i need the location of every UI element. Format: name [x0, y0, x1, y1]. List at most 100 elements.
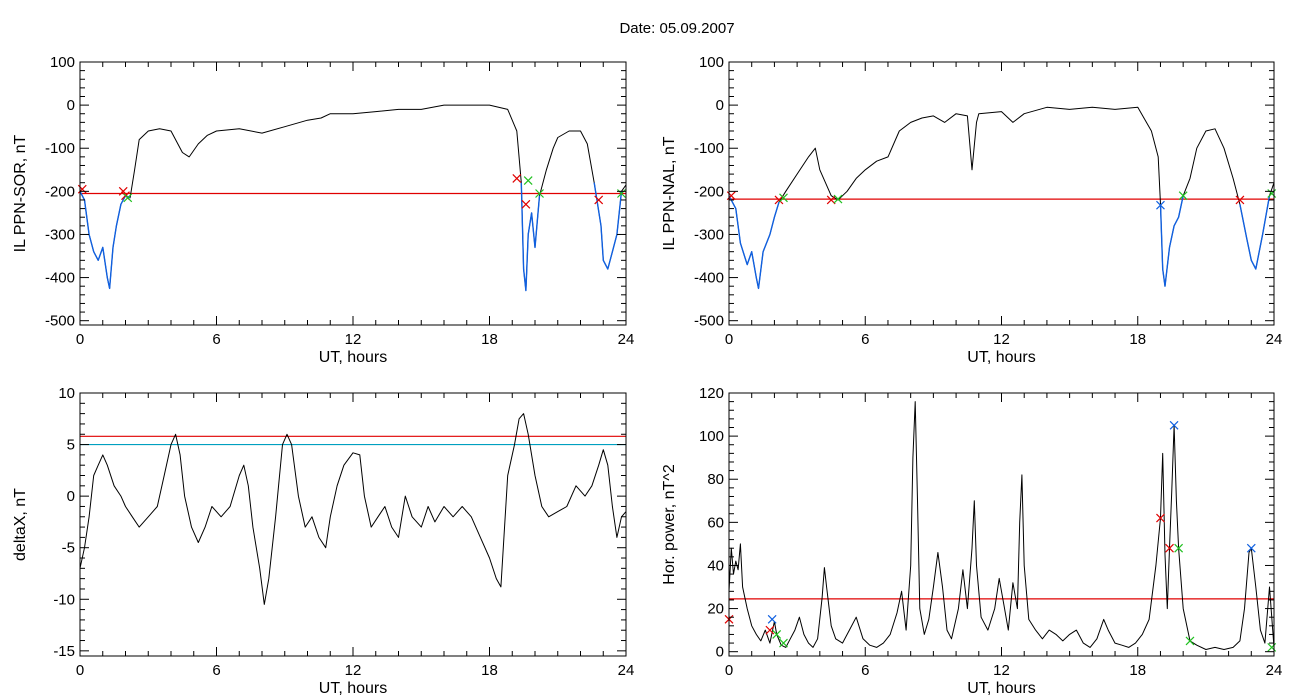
x-tick-label: 12: [993, 662, 1010, 679]
event-marker: [767, 614, 777, 624]
event-marker: [833, 194, 843, 204]
series-line-1: [729, 401, 1274, 650]
x-tick-label: 12: [345, 662, 362, 679]
x-axis-label: UT, hours: [967, 680, 1035, 697]
event-marker: [774, 195, 784, 205]
event-marker: [1246, 543, 1256, 553]
event-marker: [617, 189, 626, 198]
series-line-3: [520, 182, 541, 292]
event-marker: [1267, 642, 1277, 652]
y-tick-label: -5: [62, 540, 75, 557]
x-tick-label: 0: [725, 331, 733, 348]
x-tick-label: 12: [345, 331, 362, 348]
series-line-4: [593, 182, 623, 270]
y-tick-label: 60: [707, 514, 724, 531]
x-axis-label: UT, hours: [967, 349, 1035, 366]
y-axis-label: deltaX, nT: [12, 488, 29, 561]
x-tick-label: 0: [76, 662, 84, 679]
y-tick-label: 120: [699, 385, 724, 402]
series-line-2: [729, 195, 780, 290]
series-line-1: [80, 413, 626, 605]
x-tick-label: 6: [212, 331, 220, 348]
y-tick-label: 0: [67, 97, 75, 114]
chart-panel-deltax: 0 6 12 18 24 -15 -10 -5 0 5 10 UT, hours deltaX, nT: [12, 385, 634, 697]
event-marker: [772, 630, 782, 639]
event-marker: [1156, 200, 1165, 210]
event-marker: [1178, 191, 1188, 201]
x-tick-label: 12: [993, 331, 1010, 348]
y-tick-label: 10: [58, 385, 75, 402]
event-marker: [1185, 636, 1195, 646]
event-marker: [765, 625, 775, 635]
y-tick-label: 100: [699, 428, 724, 445]
y-tick-label: 20: [707, 601, 724, 618]
y-tick-label: 100: [699, 54, 724, 71]
event-marker: [77, 184, 87, 194]
chart-panel-hor-power: 0 6 12 18 24 0 20 40 60 80 100 120 UT, hours Hor. pow…: [661, 385, 1282, 697]
x-tick-label: 18: [481, 662, 498, 679]
y-tick-label: -10: [53, 591, 75, 608]
x-tick-label: 24: [1266, 662, 1283, 679]
x-tick-label: 6: [861, 331, 869, 348]
event-marker: [726, 191, 736, 201]
y-tick-label: -500: [45, 313, 75, 330]
event-marker: [123, 193, 133, 203]
plot-frame: [728, 61, 1275, 326]
event-marker: [535, 189, 544, 198]
event-marker: [1235, 195, 1245, 205]
y-tick-label: -400: [694, 270, 724, 287]
x-tick-label: 6: [861, 662, 869, 679]
x-tick-label: 18: [1129, 331, 1146, 348]
x-tick-label: 18: [1129, 662, 1146, 679]
event-marker: [1169, 420, 1179, 430]
figure-title: Date: 05.09.2007: [619, 20, 734, 37]
x-tick-label: 0: [725, 662, 733, 679]
y-tick-label: -300: [694, 226, 724, 243]
event-marker: [779, 638, 788, 648]
y-tick-label: -300: [45, 226, 75, 243]
series-line-2: [80, 190, 131, 290]
y-tick-label: 0: [67, 488, 75, 505]
event-marker: [521, 199, 531, 209]
y-tick-label: 80: [707, 471, 724, 488]
x-axis-label: UT, hours: [319, 680, 387, 697]
event-marker: [523, 176, 533, 185]
y-tick-label: -200: [45, 183, 75, 200]
event-marker: [1156, 513, 1165, 523]
y-axis-label: IL PPN-SOR, nT: [12, 134, 29, 252]
y-tick-label: 0: [716, 644, 724, 661]
event-marker: [118, 186, 128, 196]
y-tick-label: 5: [67, 437, 75, 454]
y-tick-label: -500: [694, 313, 724, 330]
chart-panel-il-sor: 0 6 12 18 24 -500 -400 -300 -200 -100 0 100 UT, hour…: [12, 54, 634, 366]
series-line-1: [80, 104, 626, 291]
event-marker: [1165, 543, 1174, 553]
y-tick-label: -400: [45, 270, 75, 287]
series-line-4: [1239, 195, 1271, 270]
x-tick-label: 24: [618, 331, 635, 348]
y-axis-label: Hor. power, nT^2: [661, 464, 678, 585]
plot-frame: [728, 392, 1275, 657]
x-tick-label: 6: [212, 662, 220, 679]
y-tick-label: 0: [716, 97, 724, 114]
event-marker: [512, 173, 522, 183]
y-tick-label: -200: [694, 183, 724, 200]
y-tick-label: -15: [53, 643, 75, 660]
series-line-3: [1159, 195, 1184, 287]
chart-panel-il-nal: 0 6 12 18 24 -500 -400 -300 -200 -100 0 100 UT, hour…: [661, 54, 1282, 366]
y-tick-label: 40: [707, 557, 724, 574]
x-tick-label: 24: [618, 662, 635, 679]
plot-frame: [79, 392, 627, 657]
series-line-1: [729, 106, 1274, 289]
y-tick-label: 100: [50, 54, 75, 71]
y-axis-label: IL PPN-NAL, nT: [661, 136, 678, 250]
event-marker: [779, 193, 788, 203]
event-marker: [1174, 543, 1184, 553]
x-tick-label: 24: [1266, 331, 1283, 348]
x-tick-label: 18: [481, 331, 498, 348]
x-axis-label: UT, hours: [319, 349, 387, 366]
event-marker: [594, 195, 604, 205]
y-tick-label: -100: [694, 140, 724, 157]
y-tick-label: -100: [45, 140, 75, 157]
